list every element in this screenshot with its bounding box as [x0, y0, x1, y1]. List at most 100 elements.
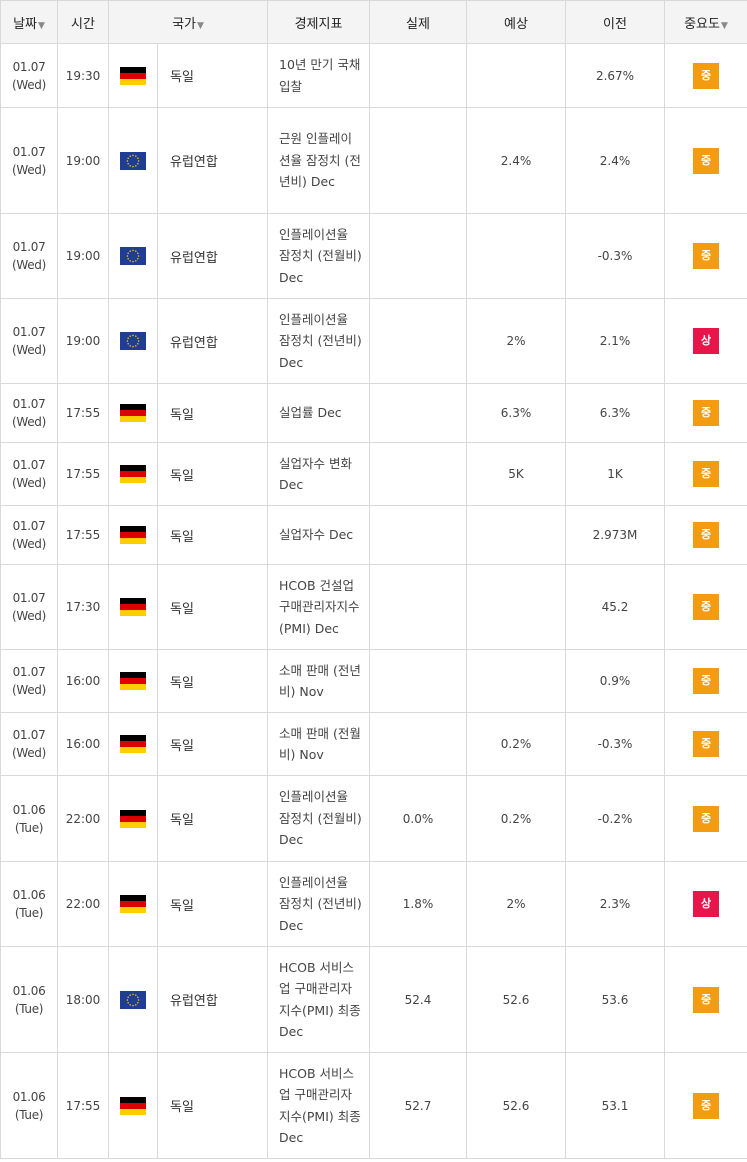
indicator-cell[interactable]: HCOB 서비스업 구매관리자지수(PMI) 최종 Dec — [267, 1052, 370, 1159]
previous-cell: 2.973M — [565, 505, 665, 565]
date-cell: 01.07 (Wed) — [0, 505, 58, 565]
country-cell: 유럽연합 — [157, 946, 268, 1053]
date-weekday: (Wed) — [11, 609, 47, 623]
time-cell: 17:55 — [57, 442, 109, 506]
forecast-cell: 2.4% — [466, 107, 566, 214]
date-day: 01.06 — [12, 888, 46, 902]
eu-flag-icon — [120, 332, 146, 350]
date-cell: 01.07 (Wed) — [0, 298, 58, 384]
country-cell: 독일 — [157, 712, 268, 776]
importance-cell: 상 — [664, 861, 747, 947]
flag-cell — [108, 213, 158, 299]
date-weekday: (Tue) — [14, 1001, 44, 1016]
indicator-cell[interactable]: 실업률 Dec — [267, 383, 370, 443]
date-weekday: (Wed) — [11, 746, 47, 760]
importance-cell: 중 — [664, 505, 747, 565]
time-cell: 17:30 — [57, 564, 109, 650]
forecast-cell: 0.2% — [466, 712, 566, 776]
actual-cell — [369, 505, 467, 565]
time-cell: 19:30 — [57, 43, 109, 108]
indicator-cell[interactable]: 인플레이션율 잠정치 (전월비) Dec — [267, 213, 370, 299]
germany-flag-icon — [120, 895, 146, 913]
importance-cell: 중 — [664, 712, 747, 776]
table-row: 01.07 (Wed) 17:55 독일 실업자수 변화 Dec 5K 1K 중 — [0, 442, 747, 506]
indicator-cell[interactable]: HCOB 서비스업 구매관리자지수(PMI) 최종 Dec — [267, 946, 370, 1053]
flag-cell — [108, 712, 158, 776]
indicator-cell[interactable]: 10년 만기 국채 입찰 — [267, 43, 370, 108]
date-header-label: 날짜 — [13, 16, 37, 32]
forecast-cell — [466, 213, 566, 299]
importance-cell: 중 — [664, 775, 747, 862]
indicator-header-label: 경제지표 — [294, 16, 343, 32]
country-cell: 독일 — [157, 649, 268, 713]
date-column-header[interactable]: 날짜▼ — [0, 0, 58, 44]
indicator-cell[interactable]: 소매 판매 (전년비) Nov — [267, 649, 370, 713]
germany-flag-icon — [120, 672, 146, 690]
date-weekday: (Wed) — [11, 343, 47, 357]
date-day: 01.07 — [12, 519, 46, 533]
time-cell: 19:00 — [57, 298, 109, 384]
indicator-cell[interactable]: 인플레이션율 잠정치 (전월비) Dec — [267, 775, 370, 862]
country-cell: 독일 — [157, 383, 268, 443]
indicator-cell[interactable]: 인플레이션율 잠정치 (전년비) Dec — [267, 298, 370, 384]
forecast-header-label: 예상 — [504, 16, 528, 32]
date-day: 01.07 — [12, 665, 46, 679]
sort-arrow-icon[interactable]: ▼ — [197, 20, 204, 31]
importance-cell: 중 — [664, 1052, 747, 1159]
flag-cell — [108, 505, 158, 565]
importance-badge: 중 — [693, 243, 719, 269]
flag-cell — [108, 649, 158, 713]
sort-arrow-icon[interactable]: ▼ — [720, 20, 728, 31]
previous-cell: -0.3% — [565, 712, 665, 776]
table-row: 01.07 (Wed) 17:55 독일 실업률 Dec 6.3% 6.3% 중 — [0, 383, 747, 443]
indicator-cell[interactable]: 인플레이션율 잠정치 (전년비) Dec — [267, 861, 370, 947]
time-cell: 22:00 — [57, 775, 109, 862]
country-column-header[interactable]: 국가▼ — [108, 0, 268, 44]
indicator-cell[interactable]: 실업자수 변화 Dec — [267, 442, 370, 506]
actual-cell: 1.8% — [369, 861, 467, 947]
country-cell: 독일 — [157, 775, 268, 862]
indicator-cell[interactable]: 소매 판매 (전월비) Nov — [267, 712, 370, 776]
date-cell: 01.06 (Tue) — [0, 861, 58, 947]
forecast-cell — [466, 43, 566, 108]
importance-cell: 중 — [664, 383, 747, 443]
actual-cell: 52.7 — [369, 1052, 467, 1159]
table-row: 01.06 (Tue) 22:00 독일 인플레이션율 잠정치 (전월비) Dec 0.0… — [0, 775, 747, 862]
flag-cell — [108, 775, 158, 862]
date-cell: 01.07 (Wed) — [0, 564, 58, 650]
table-body: 01.07 (Wed) 19:30 독일 10년 만기 국채 입찰 2.67% 중 01.07… — [0, 43, 747, 1159]
date-cell: 01.07 (Wed) — [0, 442, 58, 506]
eu-flag-icon — [120, 990, 146, 1009]
actual-cell — [369, 442, 467, 506]
indicator-cell[interactable]: HCOB 건설업 구매관리자지수(PMI) Dec — [267, 564, 370, 650]
sort-arrow-icon[interactable]: ▼ — [38, 20, 45, 31]
previous-cell: 2.1% — [565, 298, 665, 384]
date-weekday: (Tue) — [14, 820, 44, 835]
importance-badge: 중 — [693, 805, 719, 832]
importance-cell: 중 — [664, 442, 747, 506]
table-header-row: 날짜▼ 시간 국가▼ 경제지표 실제 예상 이전 중요도▼ — [0, 0, 747, 44]
table-row: 01.07 (Wed) 19:30 독일 10년 만기 국채 입찰 2.67% 중 — [0, 43, 747, 108]
flag-cell — [108, 861, 158, 947]
indicator-cell[interactable]: 실업자수 Dec — [267, 505, 370, 565]
date-day: 01.07 — [12, 59, 46, 74]
indicator-cell[interactable]: 근원 인플레이션율 잠정치 (전년비) Dec — [267, 107, 370, 214]
forecast-cell — [466, 564, 566, 650]
importance-cell: 중 — [664, 946, 747, 1053]
flag-cell — [108, 43, 158, 108]
time-cell: 17:55 — [57, 1052, 109, 1159]
previous-cell: 2.4% — [565, 107, 665, 214]
date-day: 01.06 — [12, 983, 46, 998]
table-row: 01.07 (Wed) 16:00 독일 소매 판매 (전년비) Nov 0.9% 중 — [0, 649, 747, 713]
time-cell: 17:55 — [57, 383, 109, 443]
importance-badge: 상 — [693, 891, 719, 917]
importance-cell: 상 — [664, 298, 747, 384]
country-cell: 독일 — [157, 861, 268, 947]
country-cell: 독일 — [157, 564, 268, 650]
importance-column-header[interactable]: 중요도▼ — [664, 0, 747, 44]
previous-column-header: 이전 — [565, 0, 665, 44]
germany-flag-icon — [120, 66, 146, 85]
date-day: 01.06 — [12, 802, 46, 817]
date-day: 01.07 — [12, 728, 46, 742]
indicator-column-header: 경제지표 — [267, 0, 370, 44]
